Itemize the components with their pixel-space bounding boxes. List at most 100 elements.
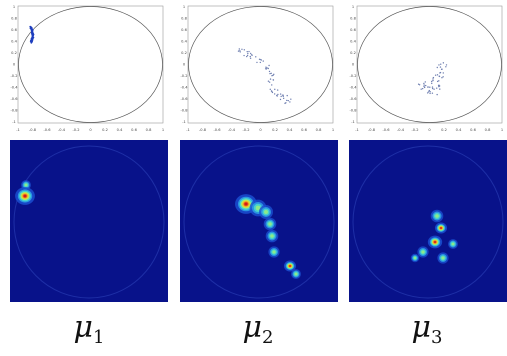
scatter-point: [439, 88, 441, 90]
y-tick-label: -0.4: [10, 86, 18, 90]
caption-index: 3: [431, 327, 443, 348]
scatter-point: [429, 92, 431, 95]
scatter-point: [430, 80, 433, 83]
x-tick-label: 0.6: [131, 128, 137, 132]
x-tick-label: 0.2: [441, 128, 447, 132]
scatter-point: [432, 76, 435, 79]
y-tick-label: 1: [183, 5, 185, 9]
scatter-point: [246, 54, 249, 57]
heat-blob-small: [263, 217, 277, 231]
y-tick-label: -0.6: [10, 97, 18, 101]
heatmap-panel-3: [349, 140, 507, 302]
scatter-point: [432, 79, 434, 82]
scatter-point: [277, 93, 279, 96]
unit-circle: [188, 6, 333, 123]
scatter-point: [241, 48, 243, 51]
scatter-point: [428, 89, 430, 92]
heat-layer: [433, 241, 437, 243]
scatter-point: [259, 61, 262, 64]
scatter-point: [270, 72, 272, 75]
scatter-point: [431, 82, 433, 85]
scatter-svg-3: -1 -0.8 -0.6 -0.4 -0.2 0 0.2 0.4 0.6 0.8 1 1 0.8 0.6 0…: [349, 5, 503, 132]
heat-layer: [270, 234, 274, 238]
y-tick-label: 0.4: [350, 40, 356, 44]
scatter-point: [260, 59, 262, 61]
scatter-point: [441, 77, 443, 79]
scatter-point: [267, 80, 270, 82]
y-tick-label: -0.8: [10, 109, 18, 113]
y-tick-label: -0.2: [349, 74, 356, 78]
unit-circle: [357, 6, 502, 123]
x-tick-label: -0.6: [43, 128, 51, 132]
scatter-point: [439, 71, 442, 74]
x-tick-label: -0.8: [199, 128, 207, 132]
scatter-point: [438, 75, 440, 77]
scatter-point: [420, 88, 422, 90]
scatter-point: [30, 41, 33, 43]
x-tick-label: -1: [355, 128, 359, 132]
heat-blob-secondary: [434, 222, 448, 234]
x-tick-label: 0.6: [301, 128, 307, 132]
y-tick-label: -1: [351, 120, 355, 124]
x-tick-label: 1: [332, 128, 334, 132]
scatter-panel-1: -1 -0.8 -0.6 -0.4 -0.2 0 0.2 0.4 0.6 0.8 1 1 0.8 0.6 0…: [10, 4, 166, 134]
x-tick-label: -0.2: [72, 128, 79, 132]
heat-blob-small: [259, 205, 273, 219]
scatter-point: [439, 66, 442, 68]
x-tick-label: -0.8: [368, 128, 376, 132]
heat-layer: [289, 265, 291, 267]
scatter-point: [436, 66, 438, 69]
scatter-point: [243, 54, 245, 57]
scatter-point: [268, 81, 271, 83]
caption-symbol: μ: [73, 310, 94, 345]
heat-layer: [413, 256, 417, 260]
scatter-point: [438, 80, 440, 82]
y-tick-label: 0: [13, 63, 16, 67]
y-tick-label: -0.6: [180, 97, 188, 101]
scatter-point: [268, 70, 271, 73]
scatter-point: [442, 62, 445, 64]
scatter-point: [249, 55, 251, 58]
scatter-point: [427, 91, 430, 93]
scatter-point: [436, 80, 439, 83]
heat-blob-secondary: [283, 260, 297, 272]
scatter-point: [265, 68, 268, 70]
scatter-point: [431, 92, 434, 94]
scatter-point: [269, 88, 271, 91]
x-tick-label: 0: [428, 128, 431, 132]
scatter-point: [243, 49, 246, 51]
scatter-point: [250, 54, 253, 56]
caption-index: 1: [93, 327, 105, 348]
scatter-panel-2: -1 -0.8 -0.6 -0.4 -0.2 0 0.2 0.4 0.6 0.8 1 1 0.8 0.6 0…: [180, 4, 336, 134]
x-tick-label: -0.4: [228, 128, 236, 132]
heat-layer: [440, 227, 442, 229]
scatter-point: [442, 76, 444, 78]
y-tick-label: 1: [352, 5, 354, 9]
heat-blob-small: [268, 246, 280, 258]
scatter-point: [273, 73, 275, 76]
scatter-svg-1: -1 -0.8 -0.6 -0.4 -0.2 0 0.2 0.4 0.6 0.8 1 1 0.8 0.6 0…: [10, 5, 164, 132]
scatter-point: [279, 93, 282, 95]
y-tick-label: 0.6: [350, 28, 356, 32]
scatter-point: [427, 86, 429, 88]
y-tick-label: -0.8: [180, 109, 188, 113]
x-tick-label: 0.8: [316, 128, 322, 132]
scatter-point: [276, 89, 279, 91]
x-tick-label: -0.4: [397, 128, 405, 132]
scatter-point: [249, 57, 252, 59]
y-tick-label: 0.6: [11, 28, 17, 32]
heat-layer: [421, 250, 425, 254]
scatter-point: [246, 50, 248, 53]
scatter-point: [249, 52, 252, 55]
x-tick-label: -0.2: [242, 128, 249, 132]
scatter-point: [442, 72, 444, 74]
heat-blob-small: [437, 252, 449, 264]
scatter-point: [259, 58, 261, 61]
heatmap-svg-1: [10, 140, 168, 302]
x-tick-label: 0.6: [470, 128, 476, 132]
scatter-point: [282, 97, 285, 100]
x-tick-label: -0.2: [411, 128, 418, 132]
heat-layer: [272, 250, 276, 254]
scatter-point: [429, 91, 431, 93]
heat-blob-small: [265, 229, 279, 243]
